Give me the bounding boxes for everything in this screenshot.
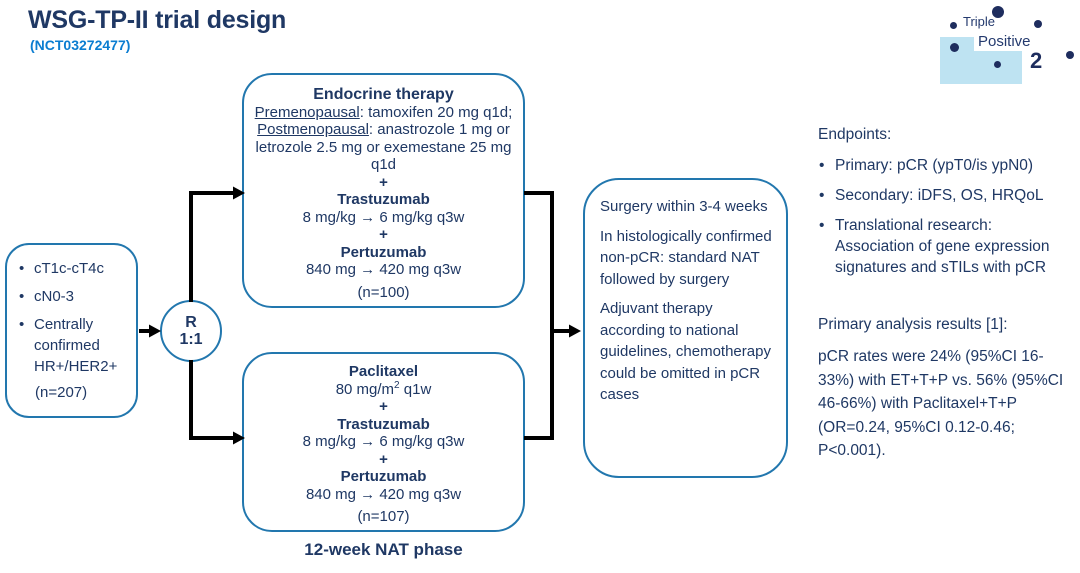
eligibility-item: cT1c-cT4c xyxy=(17,258,130,279)
arm2-drug1-dose: 80 mg/m2 q1w xyxy=(254,379,513,399)
surgery-paragraph: In histologically confirmed non-pCR: sta… xyxy=(600,227,772,288)
postmenopausal-dose: : anastrozole 1 mg or letrozole 2.5 mg o… xyxy=(255,121,512,173)
premenopausal-dose: : tamoxifen 20 mg q1d; xyxy=(359,103,513,121)
logo-dot-icon xyxy=(950,43,959,52)
randomization-node: R 1:1 xyxy=(160,300,222,362)
eligibility-box: cT1c-cT4c cN0-3 Centrally confirmed HR+/… xyxy=(5,243,138,418)
logo-dot-icon xyxy=(992,6,1004,18)
logo-number-2: 2 xyxy=(1030,48,1043,73)
plus-sign: + xyxy=(379,226,388,243)
arm1-drug2: Trastuzumab xyxy=(337,191,430,208)
arm-endocrine-box: Endocrine therapy Premenopausal: tamoxif… xyxy=(242,73,525,308)
logo-dot-icon xyxy=(994,61,1001,68)
logo-word-triple: Triple xyxy=(963,14,996,29)
arm1-drug2-dose: 8 mg/kg → 6 mg/kg q3w xyxy=(302,208,465,226)
premenopausal-label: Premenopausal xyxy=(254,103,360,121)
postmenopausal-label: Postmenopausal xyxy=(257,121,369,138)
plus-sign: + xyxy=(379,398,388,415)
logo-dot-icon xyxy=(1034,20,1042,28)
endpoint-item: Secondary: iDFS, OS, HRQoL xyxy=(818,185,1068,206)
connector-arms-merge xyxy=(524,191,554,440)
arm1-drug3: Pertuzumab xyxy=(340,243,427,261)
dose-text: 80 mg/m xyxy=(335,380,395,398)
endpoint-item: Primary: pCR (ypT0/is ypN0) xyxy=(818,155,1068,176)
eligibility-n: (n=207) xyxy=(35,384,88,401)
eligibility-list: cT1c-cT4c cN0-3 Centrally confirmed HR+/… xyxy=(17,258,130,377)
arm-paclitaxel-box: Paclitaxel 80 mg/m2 q1w + Trastuzumab 8 … xyxy=(242,352,525,532)
arm2-drug3-dose: 840 mg → 420 mg q3w xyxy=(305,485,462,503)
plus-sign: + xyxy=(379,173,388,191)
arm2-drug2-dose: 8 mg/kg → 6 mg/kg q3w xyxy=(302,433,465,450)
arm1-heading: Endocrine therapy xyxy=(313,86,454,103)
arm2-drug3: Pertuzumab xyxy=(340,468,427,485)
logo-dot-icon xyxy=(950,22,957,29)
arm2-drug2: Trastuzumab xyxy=(337,415,430,433)
randomization-ratio: 1:1 xyxy=(179,331,203,348)
page-title: WSG-TP-II trial design xyxy=(28,6,287,34)
plus-sign: + xyxy=(379,450,388,468)
surgery-paragraph: Adjuvant therapy according to national g… xyxy=(600,300,771,403)
logo-word-positive: Positive xyxy=(978,33,1031,50)
randomization-letter: R xyxy=(185,314,197,331)
endpoints-heading: Endpoints: xyxy=(818,126,892,143)
arrowhead-icon xyxy=(569,324,581,338)
logo-dot-icon xyxy=(1066,51,1074,59)
nat-phase-label: 12-week NAT phase xyxy=(304,540,463,559)
primary-analysis-body: pCR rates were 24% (95%CI 16-33%) with E… xyxy=(818,348,1064,459)
surgery-box: Surgery within 3-4 weeks In histological… xyxy=(583,178,788,478)
arm1-drug3-dose: 840 mg → 420 mg q3w xyxy=(305,261,462,278)
primary-analysis-heading: Primary analysis results [1]: xyxy=(818,316,1008,333)
arm2-drug1: Paclitaxel xyxy=(348,363,419,380)
surgery-paragraph: Surgery within 3-4 weeks xyxy=(600,198,768,215)
endpoint-item: Translational research: Association of g… xyxy=(818,215,1068,278)
endpoints-section: Endpoints: Primary: pCR (ypT0/is ypN0) S… xyxy=(818,124,1068,287)
eligibility-item: Centrally confirmed HR+/HER2+ xyxy=(17,314,130,377)
superscript-2: 2 xyxy=(394,379,400,391)
dose-text: q1w xyxy=(399,380,432,398)
arm1-n: (n=100) xyxy=(357,283,410,301)
eligibility-item: cN0-3 xyxy=(17,286,130,307)
arrow-r-to-arm2 xyxy=(189,360,234,440)
arm1-endocrine-regimen: Premenopausal: tamoxifen 20 mg q1d; Post… xyxy=(254,104,513,174)
primary-analysis-section: Primary analysis results [1]: pCR rates … xyxy=(818,316,1072,463)
arrow-r-to-arm1 xyxy=(189,191,234,302)
trial-registry-id: (NCT03272477) xyxy=(30,37,131,53)
arm2-n: (n=107) xyxy=(357,508,410,525)
